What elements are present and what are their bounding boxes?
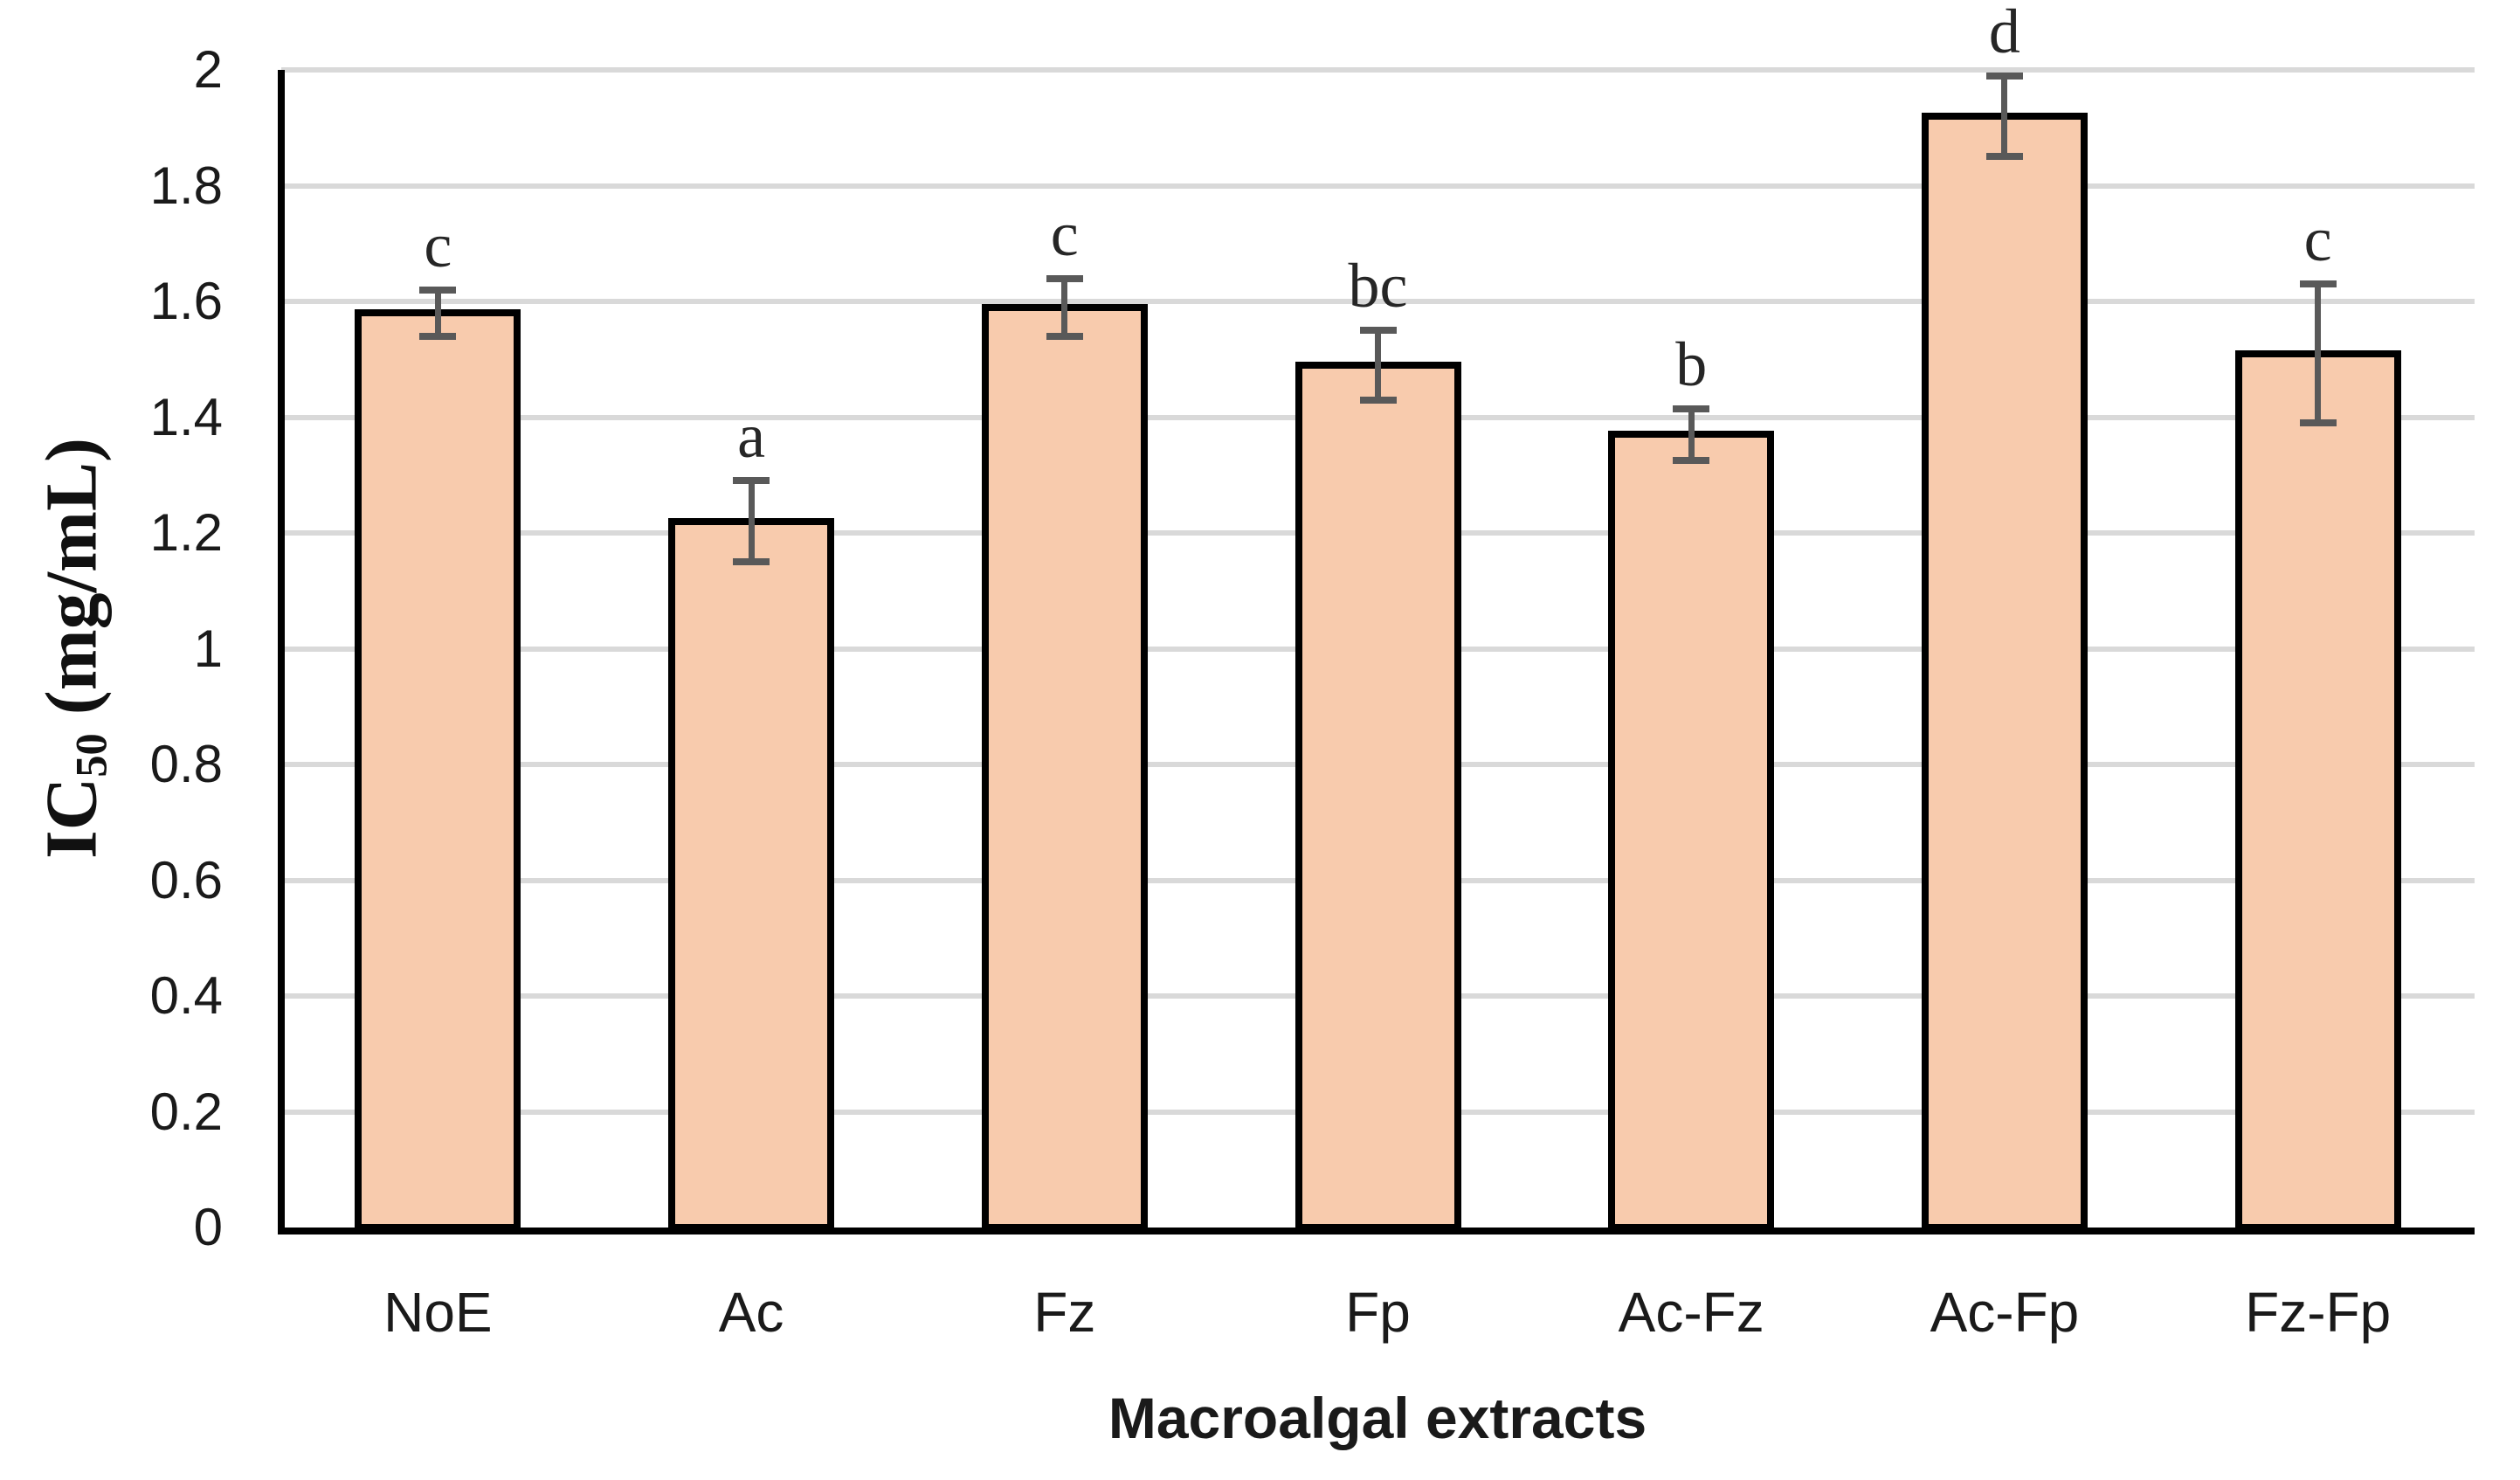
x-tick-label: Ac-Fp bbox=[1930, 1281, 2080, 1344]
error-bar-bottom-cap bbox=[1673, 457, 1710, 465]
error-bar-line bbox=[1061, 278, 1068, 336]
error-bar-line bbox=[2001, 75, 2008, 157]
x-tick-label: Ac bbox=[718, 1281, 784, 1344]
error-bar-line bbox=[1375, 330, 1381, 400]
y-tick-label: 0 bbox=[193, 1198, 223, 1256]
x-tick-label: Ac-Fz bbox=[1618, 1281, 1764, 1344]
error-bar-bottom-cap bbox=[1359, 396, 1397, 404]
y-tick-label: 1.2 bbox=[149, 503, 223, 562]
significance-letter: a bbox=[737, 401, 766, 472]
y-tick-label: 1.6 bbox=[149, 272, 223, 330]
bar bbox=[981, 303, 1148, 1231]
error-bar-top-cap bbox=[419, 286, 457, 294]
y-axis-title-subscript: 50 bbox=[66, 733, 116, 778]
significance-letter: b bbox=[1675, 329, 1708, 399]
error-bar-bottom-cap bbox=[2299, 419, 2337, 427]
bar bbox=[355, 309, 521, 1231]
error-bar-bottom-cap bbox=[419, 332, 457, 340]
significance-letter: c bbox=[1050, 198, 1079, 269]
significance-letter: bc bbox=[1348, 251, 1408, 322]
x-axis-title: Macroalgal extracts bbox=[1108, 1386, 1647, 1450]
y-axis-line bbox=[278, 70, 285, 1234]
x-tick-label: NoE bbox=[383, 1281, 493, 1344]
x-tick-label: Fz-Fp bbox=[2245, 1281, 2392, 1344]
bar bbox=[1295, 361, 1461, 1231]
y-tick-label: 2 bbox=[193, 40, 223, 99]
gridline bbox=[281, 299, 2475, 304]
x-axis-line bbox=[278, 1228, 2475, 1234]
significance-letter: d bbox=[1988, 0, 2020, 66]
y-tick-label: 0.6 bbox=[149, 850, 223, 909]
y-axis-title-prefix: IC bbox=[31, 777, 113, 860]
y-tick-label: 0.4 bbox=[149, 966, 223, 1025]
y-tick-label: 0.2 bbox=[149, 1082, 223, 1141]
y-tick-label: 1.8 bbox=[149, 156, 223, 215]
gridline bbox=[281, 67, 2475, 73]
significance-letter: c bbox=[424, 210, 452, 280]
error-bar-line bbox=[748, 481, 755, 563]
error-bar-line bbox=[434, 289, 441, 336]
y-axis-title: IC50 (mg/mL) bbox=[30, 211, 116, 1085]
gridline bbox=[281, 183, 2475, 189]
error-bar-top-cap bbox=[1673, 405, 1710, 412]
x-tick-label: Fp bbox=[1345, 1281, 1411, 1344]
error-bar-top-cap bbox=[733, 477, 770, 485]
y-tick-label: 1 bbox=[193, 619, 223, 678]
error-bar-bottom-cap bbox=[1046, 332, 1083, 340]
y-tick-label: 0.8 bbox=[149, 735, 223, 793]
bar bbox=[1921, 113, 2088, 1231]
error-bar-top-cap bbox=[2299, 280, 2337, 288]
error-bar-top-cap bbox=[1985, 72, 2023, 80]
bar bbox=[2234, 349, 2401, 1231]
bar bbox=[1608, 431, 1775, 1231]
y-tick-label: 1.4 bbox=[149, 387, 223, 446]
error-bar-bottom-cap bbox=[733, 558, 770, 566]
error-bar-top-cap bbox=[1359, 327, 1397, 335]
error-bar-line bbox=[2315, 284, 2322, 424]
error-bar-top-cap bbox=[1046, 274, 1083, 282]
x-tick-label: Fz bbox=[1033, 1281, 1096, 1344]
y-axis-title-suffix: (mg/mL) bbox=[31, 438, 113, 734]
error-bar-bottom-cap bbox=[1985, 153, 2023, 161]
bar bbox=[668, 517, 835, 1231]
significance-letter: c bbox=[2303, 204, 2332, 275]
error-bar-line bbox=[1688, 408, 1695, 461]
